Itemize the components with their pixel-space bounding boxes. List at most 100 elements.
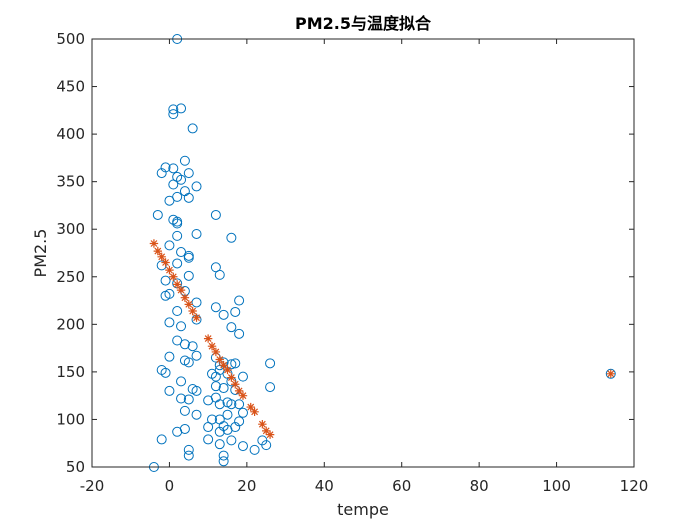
observed-point	[203, 422, 214, 433]
observed-point	[176, 393, 187, 404]
fitted-point	[227, 373, 236, 382]
axes-box	[91, 38, 635, 468]
observed-point	[210, 371, 221, 382]
observed-point	[226, 359, 237, 370]
plot-area	[92, 39, 634, 467]
fitted-point	[606, 369, 615, 378]
y-tick-label: 450	[56, 78, 85, 96]
observed-point	[164, 317, 175, 328]
observed-point	[218, 309, 229, 320]
observed-point	[172, 306, 183, 317]
fitted-point	[153, 246, 163, 256]
observed-point	[226, 399, 237, 410]
fitted-point	[234, 386, 244, 396]
observed-point	[214, 439, 225, 450]
y-axis-label: PM2.5	[31, 229, 50, 278]
fitted-point	[219, 361, 228, 370]
fitted-point	[157, 252, 166, 262]
observed-point	[172, 258, 183, 269]
observed-point	[183, 192, 194, 203]
x-ticks: -20 0 20 40 60 80 100 120	[80, 39, 649, 495]
x-tick-label: 40	[315, 477, 334, 495]
y-tick-label: 250	[56, 268, 85, 286]
observed-point	[187, 123, 198, 134]
observed-point	[191, 385, 202, 396]
observed-point	[222, 409, 233, 420]
observed-point	[152, 209, 163, 220]
observed-point	[179, 339, 190, 350]
fitted-point	[184, 300, 193, 309]
y-tick-label: 300	[56, 220, 85, 238]
observed-point	[183, 168, 194, 179]
fitted-point	[192, 313, 201, 322]
fitted-point	[176, 285, 186, 295]
observed-point	[234, 328, 245, 339]
observed-point	[234, 295, 245, 306]
observed-point	[176, 376, 187, 387]
fitted-point	[246, 402, 255, 412]
fitted-point	[223, 365, 232, 375]
observed-point	[160, 275, 171, 286]
observed-point	[164, 351, 175, 362]
observed-point	[265, 358, 276, 369]
fitted-point	[203, 334, 213, 343]
observed-point	[214, 426, 225, 437]
observed-points	[148, 34, 616, 472]
observed-point	[183, 444, 194, 455]
observed-point	[160, 367, 171, 378]
fitted-point	[207, 342, 217, 351]
observed-point	[230, 306, 241, 317]
observed-point	[187, 341, 198, 352]
observed-point	[164, 385, 175, 396]
observed-point	[176, 174, 187, 185]
observed-point	[191, 350, 202, 361]
observed-point	[218, 383, 229, 394]
observed-point	[156, 168, 167, 179]
observed-point	[176, 321, 187, 332]
observed-point	[218, 450, 229, 461]
fitted-point	[161, 258, 170, 267]
observed-point	[210, 209, 221, 220]
y-tick-label: 500	[56, 30, 85, 48]
observed-point	[179, 155, 190, 166]
chart-title: PM2.5与温度拟合	[295, 14, 432, 33]
observed-point	[172, 218, 183, 229]
fitted-point	[188, 306, 197, 316]
observed-point	[179, 405, 190, 416]
x-tick-label: 120	[620, 477, 649, 495]
observed-point	[156, 434, 167, 445]
fitted-point	[258, 420, 267, 429]
fitted-point	[231, 380, 240, 389]
observed-point	[218, 456, 229, 467]
observed-point	[183, 394, 194, 405]
observed-point	[237, 371, 248, 382]
fitted-point	[172, 280, 182, 289]
observed-point	[168, 104, 179, 115]
observed-point	[218, 421, 229, 432]
fitted-point	[169, 272, 178, 281]
fitted-points	[149, 239, 615, 439]
observed-point	[210, 302, 221, 313]
observed-point	[183, 357, 194, 368]
observed-point	[237, 441, 248, 452]
observed-point	[237, 407, 248, 418]
observed-point	[203, 434, 214, 445]
fitted-point	[265, 430, 275, 439]
observed-point	[234, 416, 245, 427]
fitted-point	[165, 265, 174, 275]
x-tick-label: 100	[542, 477, 571, 495]
observed-point	[605, 368, 616, 379]
x-tick-label: -20	[80, 477, 105, 495]
y-ticks: 50 100 150 200 250 300 350 400 450 500	[56, 30, 634, 476]
observed-point	[168, 163, 179, 174]
fitted-point	[215, 355, 224, 364]
x-tick-label: 80	[470, 477, 489, 495]
observed-point	[160, 290, 171, 301]
y-tick-label: 100	[56, 410, 85, 428]
observed-point	[249, 444, 260, 455]
observed-point	[226, 232, 237, 243]
x-axis-label: tempe	[337, 500, 389, 519]
x-tick-label: 20	[237, 477, 256, 495]
observed-point	[191, 409, 202, 420]
fitted-point	[180, 293, 190, 302]
